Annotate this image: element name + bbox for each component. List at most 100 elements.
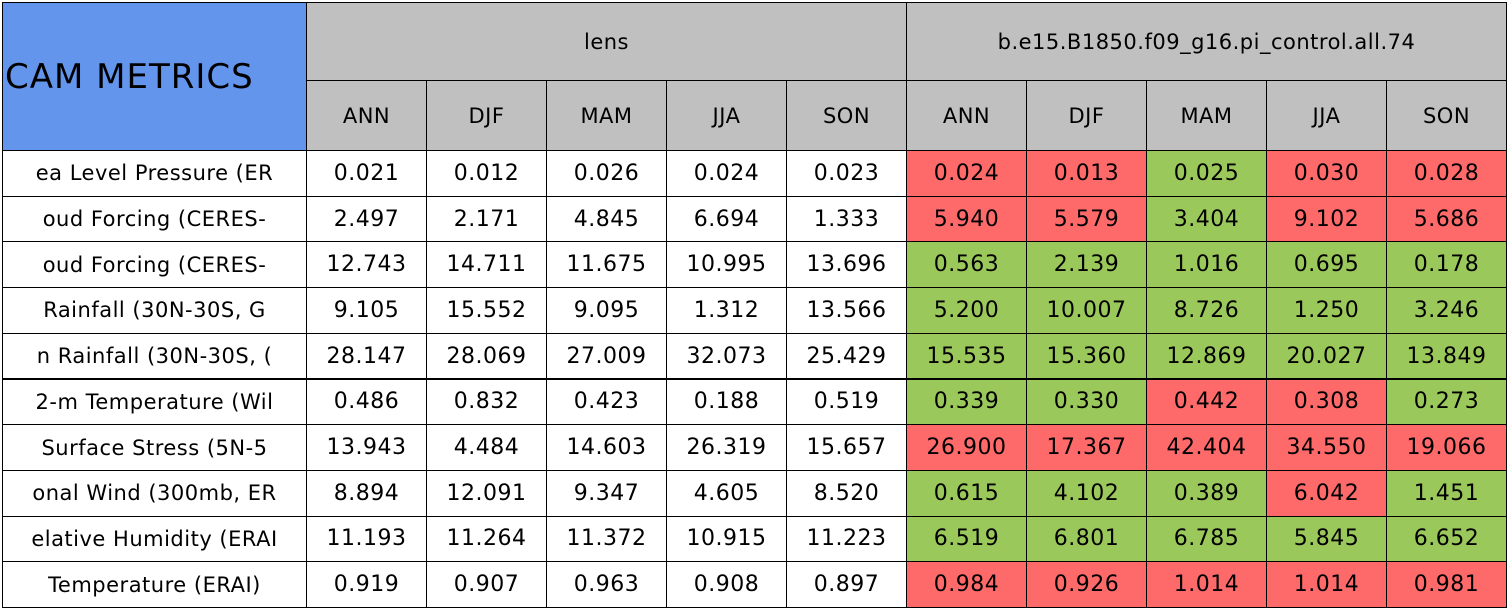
value-cell: 14.711 [426, 241, 547, 289]
value-cell: 5.579 [1026, 195, 1147, 243]
value-cell: 9.095 [546, 287, 667, 334]
value-cell: 0.442 [1146, 378, 1267, 426]
value-cell: 9.347 [546, 469, 667, 517]
value-cell: 10.007 [1026, 287, 1147, 334]
value-cell: 20.027 [1266, 332, 1387, 380]
season-header: SON [786, 80, 907, 151]
season-header: MAM [1146, 80, 1267, 151]
value-cell: 0.919 [306, 561, 427, 608]
group-header: b.e15.B1850.f09_g16.pi_control.all.74 [906, 2, 1507, 81]
row-label: elative Humidity (ERAI [2, 515, 307, 563]
value-cell: 28.147 [306, 332, 427, 380]
row-label: oud Forcing (CERES- [2, 195, 307, 243]
row-label: Surface Stress (5N-5 [2, 424, 307, 471]
value-cell: 5.845 [1266, 515, 1387, 563]
value-cell: 2.139 [1026, 241, 1147, 289]
row-label: 2-m Temperature (Wil [2, 378, 307, 426]
value-cell: 1.016 [1146, 241, 1267, 289]
value-cell: 11.264 [426, 515, 547, 563]
season-header: JJA [1266, 80, 1387, 151]
value-cell: 32.073 [666, 332, 787, 380]
value-cell: 1.250 [1266, 287, 1387, 334]
row-label: n Rainfall (30N-30S, ( [2, 332, 307, 380]
value-cell: 5.686 [1386, 195, 1507, 243]
value-cell: 9.105 [306, 287, 427, 334]
value-cell: 15.535 [906, 332, 1027, 380]
value-cell: 25.429 [786, 332, 907, 380]
value-cell: 13.943 [306, 424, 427, 471]
value-cell: 6.785 [1146, 515, 1267, 563]
value-cell: 6.801 [1026, 515, 1147, 563]
value-cell: 0.012 [426, 150, 547, 197]
season-header: DJF [1026, 80, 1147, 151]
value-cell: 8.520 [786, 469, 907, 517]
value-cell: 2.497 [306, 195, 427, 243]
value-cell: 0.981 [1386, 561, 1507, 608]
value-cell: 14.603 [546, 424, 667, 471]
value-cell: 1.312 [666, 287, 787, 334]
value-cell: 3.246 [1386, 287, 1507, 334]
value-cell: 11.372 [546, 515, 667, 563]
value-cell: 0.028 [1386, 150, 1507, 197]
value-cell: 0.907 [426, 561, 547, 608]
value-cell: 13.849 [1386, 332, 1507, 380]
value-cell: 0.023 [786, 150, 907, 197]
value-cell: 3.404 [1146, 195, 1267, 243]
value-cell: 9.102 [1266, 195, 1387, 243]
value-cell: 1.014 [1266, 561, 1387, 608]
value-cell: 15.360 [1026, 332, 1147, 380]
value-cell: 4.102 [1026, 469, 1147, 517]
value-cell: 10.995 [666, 241, 787, 289]
value-cell: 0.339 [906, 378, 1027, 426]
value-cell: 34.550 [1266, 424, 1387, 471]
row-label: Temperature (ERAI) [2, 561, 307, 608]
value-cell: 6.519 [906, 515, 1027, 563]
value-cell: 12.091 [426, 469, 547, 517]
season-header: DJF [426, 80, 547, 151]
value-cell: 2.171 [426, 195, 547, 243]
value-cell: 0.030 [1266, 150, 1387, 197]
value-cell: 0.908 [666, 561, 787, 608]
value-cell: 0.389 [1146, 469, 1267, 517]
value-cell: 0.273 [1386, 378, 1507, 426]
value-cell: 28.069 [426, 332, 547, 380]
value-cell: 8.726 [1146, 287, 1267, 334]
row-label: Rainfall (30N-30S, G [2, 287, 307, 334]
value-cell: 15.552 [426, 287, 547, 334]
value-cell: 0.024 [906, 150, 1027, 197]
value-cell: 0.013 [1026, 150, 1147, 197]
value-cell: 0.695 [1266, 241, 1387, 289]
value-cell: 19.066 [1386, 424, 1507, 471]
season-header: ANN [306, 80, 427, 151]
group-header: lens [306, 2, 907, 81]
season-header: JJA [666, 80, 787, 151]
value-cell: 0.563 [906, 241, 1027, 289]
value-cell: 42.404 [1146, 424, 1267, 471]
value-cell: 12.869 [1146, 332, 1267, 380]
value-cell: 10.915 [666, 515, 787, 563]
value-cell: 0.832 [426, 378, 547, 426]
value-cell: 0.963 [546, 561, 667, 608]
season-header: SON [1386, 80, 1507, 151]
value-cell: 27.009 [546, 332, 667, 380]
value-cell: 11.193 [306, 515, 427, 563]
value-cell: 13.696 [786, 241, 907, 289]
value-cell: 5.200 [906, 287, 1027, 334]
value-cell: 4.845 [546, 195, 667, 243]
value-cell: 8.894 [306, 469, 427, 517]
value-cell: 0.486 [306, 378, 427, 426]
value-cell: 0.021 [306, 150, 427, 197]
value-cell: 1.014 [1146, 561, 1267, 608]
value-cell: 13.566 [786, 287, 907, 334]
value-cell: 0.926 [1026, 561, 1147, 608]
season-header: ANN [906, 80, 1027, 151]
value-cell: 0.984 [906, 561, 1027, 608]
value-cell: 1.451 [1386, 469, 1507, 517]
value-cell: 1.333 [786, 195, 907, 243]
row-label: onal Wind (300mb, ER [2, 469, 307, 517]
value-cell: 0.615 [906, 469, 1027, 517]
value-cell: 0.024 [666, 150, 787, 197]
value-cell: 5.940 [906, 195, 1027, 243]
value-cell: 11.223 [786, 515, 907, 563]
